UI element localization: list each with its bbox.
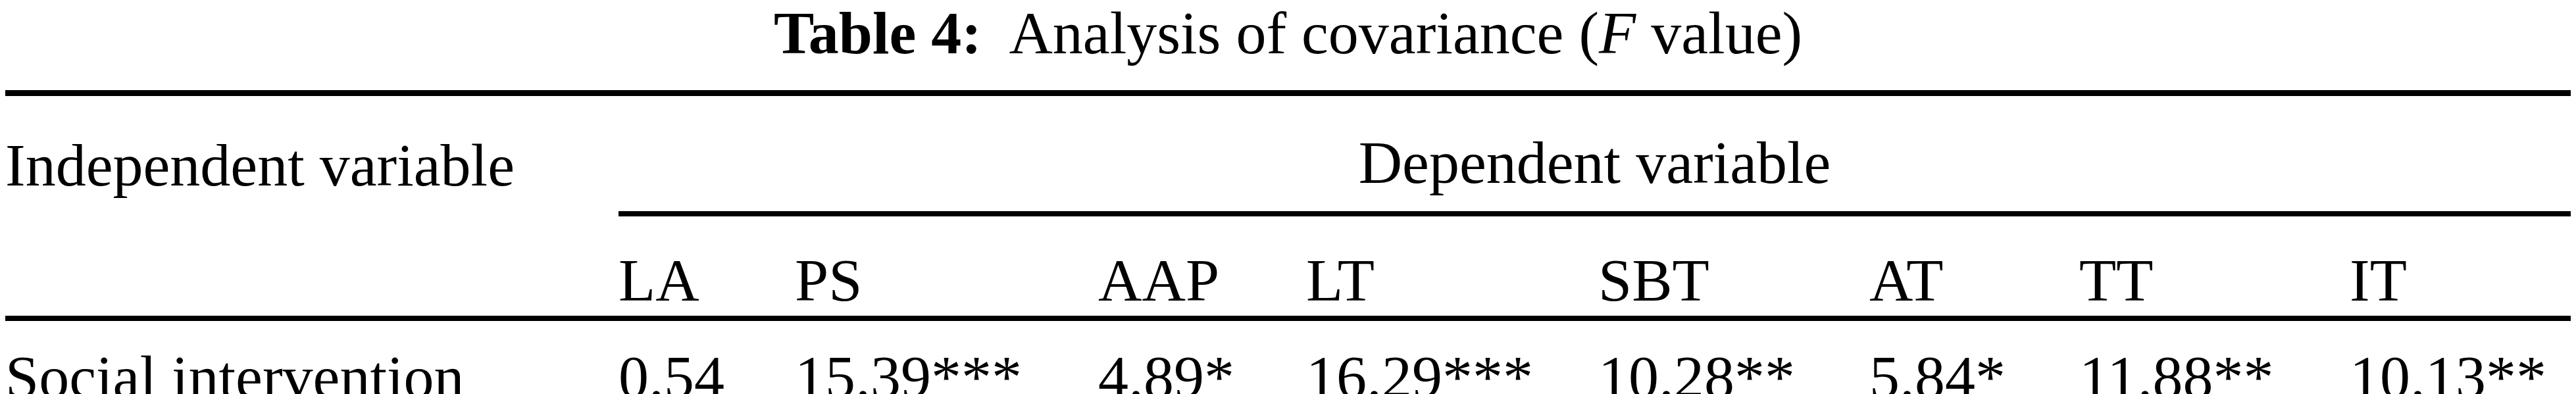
value-tt: 11.88**	[2079, 318, 2350, 394]
column-header-la: LA	[619, 214, 795, 318]
table-caption-suffix: value)	[1636, 0, 1802, 66]
value-aap: 4.89*	[1098, 318, 1306, 394]
table-container: Independent variable Dependent variable …	[5, 90, 2571, 394]
value-la: 0.54	[619, 318, 795, 394]
table-caption-text: Analysis of covariance (	[1009, 0, 1599, 66]
independent-variable-header: Independent variable	[5, 93, 619, 214]
column-header-it: IT	[2350, 214, 2571, 318]
table-caption-number: Table 4:	[774, 0, 982, 66]
dependent-variable-header: Dependent variable	[619, 93, 2571, 214]
value-sbt: 10.28**	[1598, 318, 1869, 394]
empty-header-cell	[5, 214, 619, 318]
value-ps: 15.39***	[795, 318, 1098, 394]
value-it: 10.13**	[2350, 318, 2571, 394]
column-header-lt: LT	[1306, 214, 1598, 318]
column-header-ps: PS	[795, 214, 1098, 318]
row-label-social-intervention: Social intervention	[5, 318, 619, 394]
column-header-sbt: SBT	[1598, 214, 1869, 318]
value-lt: 16.29***	[1306, 318, 1598, 394]
table-caption-fvalue: F	[1599, 0, 1636, 66]
header-row-columns: LA PS AAP LT SBT AT TT IT	[5, 214, 2571, 318]
covariance-table: Independent variable Dependent variable …	[5, 90, 2571, 394]
table-caption: Table 4: Analysis of covariance (F value)	[0, 0, 2576, 90]
paper-table-page: Table 4: Analysis of covariance (F value)…	[0, 0, 2576, 394]
column-header-aap: AAP	[1098, 214, 1306, 318]
value-at: 5.84*	[1869, 318, 2079, 394]
column-header-at: AT	[1869, 214, 2079, 318]
header-row-groups: Independent variable Dependent variable	[5, 93, 2571, 214]
table-row: Social intervention 0.54 15.39*** 4.89* …	[5, 318, 2571, 394]
column-header-tt: TT	[2079, 214, 2350, 318]
